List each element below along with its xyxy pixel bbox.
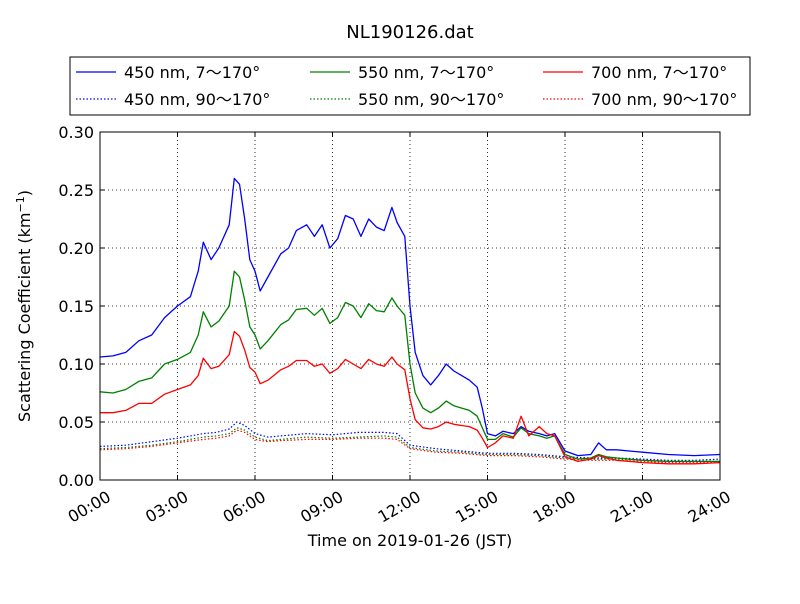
legend-label-0: 450 nm, 7～170° <box>124 63 260 82</box>
y-axis-label-main: Scattering Coefficient (km <box>15 212 34 422</box>
grid-lines <box>100 132 720 480</box>
legend-label-2: 550 nm, 7～170° <box>358 63 494 82</box>
x-tick-label: 12:00 <box>375 487 424 527</box>
y-tick-label: 0.00 <box>58 471 94 490</box>
legend: 450 nm, 7～170° 450 nm, 90～170° 550 nm, 7～1… <box>69 56 751 116</box>
series-line-0 <box>99 177 721 457</box>
legend-label-3: 550 nm, 90～170° <box>358 90 504 109</box>
x-tick-label: 09:00 <box>297 487 346 527</box>
y-tick-label: 0.15 <box>58 297 94 316</box>
x-tick-label: 00:00 <box>65 487 114 527</box>
y-tick-label: 0.25 <box>58 181 94 200</box>
series-line-2 <box>99 270 720 463</box>
series-line-1 <box>99 421 721 461</box>
y-axis-label-exponent: −1 <box>14 196 27 212</box>
x-tick-label: 24:00 <box>685 487 734 527</box>
x-tick-label: 18:00 <box>530 487 579 527</box>
series-line-5 <box>99 429 720 464</box>
legend-label-4: 700 nm, 7～170° <box>591 63 727 82</box>
y-axis-label-close: ) <box>15 190 34 196</box>
y-axis-label: Scattering Coefficient (km−1) <box>14 190 34 422</box>
x-tick-label: 15:00 <box>452 487 501 527</box>
plot-series <box>99 177 721 465</box>
x-tick-label: 03:00 <box>142 487 191 527</box>
legend-label-5: 700 nm, 90～170° <box>591 90 737 109</box>
x-tick-label: 21:00 <box>607 487 656 527</box>
x-axis-label: Time on 2019-01-26 (JST) <box>307 531 512 550</box>
series-line-4 <box>100 330 721 465</box>
x-tick-label: 06:00 <box>220 487 269 527</box>
series-line-3 <box>99 427 720 462</box>
legend-label-1: 450 nm, 90～170° <box>124 90 270 109</box>
legend-box <box>69 56 751 116</box>
y-tick-label: 0.10 <box>58 355 94 374</box>
legend-entries: 450 nm, 7～170° 450 nm, 90～170° 550 nm, 7～1… <box>76 63 737 109</box>
chart-title: NL190126.dat <box>346 22 473 43</box>
y-tick-label: 0.05 <box>58 413 94 432</box>
y-tick-label: 0.20 <box>58 239 94 258</box>
y-tick-label: 0.30 <box>58 123 94 142</box>
